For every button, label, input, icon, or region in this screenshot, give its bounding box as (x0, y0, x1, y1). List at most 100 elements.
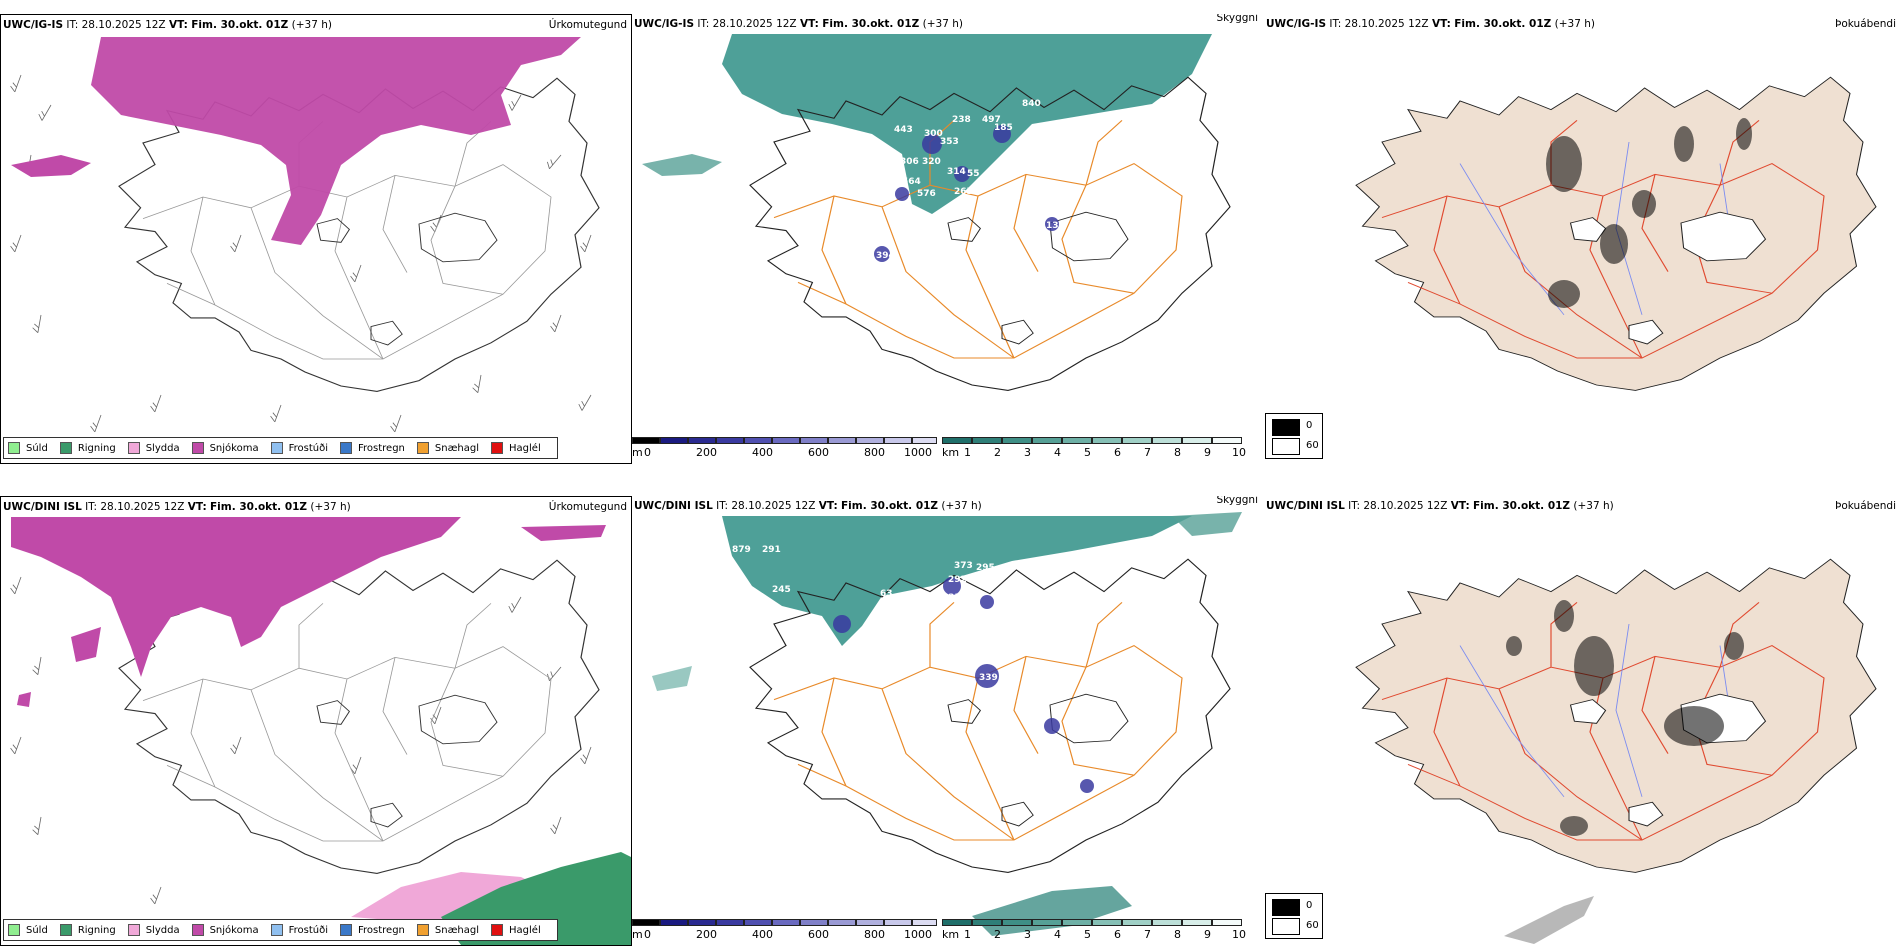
elev-tick: 1000 (904, 928, 932, 941)
legend-swatch (127, 442, 140, 454)
peak-label: 245 (772, 585, 791, 595)
precip-type-legend: Súld Rigning Slydda Snjókoma Frostúði Fr… (3, 919, 558, 941)
precip-type-panel-2: UWC/DINI ISL IT: 28.10.2025 12Z VT: Fim.… (0, 496, 632, 946)
legend-item: Snæhagl (416, 442, 479, 454)
vt-label: VT: (187, 501, 207, 513)
panel-header: UWC/DINI ISL IT: 28.10.2025 12Z VT: Fim.… (1266, 500, 1896, 514)
elevation-patches (833, 577, 1094, 793)
peak-label: 12 (928, 865, 941, 875)
snow-area (17, 692, 31, 707)
model-name: UWC/DINI ISL (634, 500, 713, 512)
fog-shading (1504, 896, 1594, 944)
fog-index-panel-2: UWC/DINI ISL IT: 28.10.2025 12Z VT: Fim.… (1264, 496, 1900, 944)
panel-header: UWC/IG-IS IT: 28.10.2025 12Z VT: Fim. 30… (634, 14, 1258, 32)
legend-item: Snjókoma (191, 442, 259, 454)
vt-label: VT: (1450, 500, 1470, 512)
elev-tick: 0 (644, 446, 651, 459)
model-name: UWC/IG-IS (3, 19, 64, 31)
vis-unit: km (942, 446, 960, 459)
it-label: IT: (66, 19, 79, 31)
peak-label: 63 (880, 589, 893, 599)
peak-label: 879 (732, 545, 751, 555)
fog-tick: 60 (1306, 440, 1319, 451)
elevation-colorbar: m 0 200 400 600 800 1000 (632, 919, 937, 941)
legend-swatch (191, 442, 204, 454)
panel-title: Þokuábendi (1835, 500, 1896, 512)
model-name: UWC/IG-IS (634, 18, 695, 30)
it-label: IT: (716, 500, 729, 512)
visibility-colorbar: km 1 2 3 4 5 6 7 8 9 10 (942, 437, 1262, 459)
panel-title: Skyggni (1216, 496, 1259, 506)
legend-item: Rigning (59, 924, 116, 936)
peak-label: 564 (902, 177, 921, 187)
it-label: IT: (1348, 500, 1361, 512)
init-time: 28.10.2025 12Z (100, 501, 185, 513)
precip-type-map (8, 517, 631, 945)
snow-area (11, 155, 91, 177)
visibility-peak-labels: 879 291 245 373 295 292 425 63 774 339 8… (732, 545, 1118, 875)
peak-label: 576 (917, 189, 936, 199)
peak-label: 8 (1016, 699, 1022, 709)
peak-label: 425 (942, 593, 961, 603)
fog-colorbar-2: 0 60 (1265, 893, 1323, 939)
low-visibility-area (642, 154, 722, 176)
vt-label: VT: (818, 500, 838, 512)
vt-label: VT: (799, 18, 819, 30)
fog-index-panel-1: UWC/IG-IS IT: 28.10.2025 12Z VT: Fim. 30… (1264, 14, 1900, 414)
visibility-panel-2: UWC/DINI ISL IT: 28.10.2025 12Z VT: Fim.… (632, 496, 1262, 944)
vis-tick: 9 (1204, 928, 1211, 941)
lead-time: (+37 h) (1554, 18, 1595, 30)
lead-time: (+37 h) (941, 500, 982, 512)
fog-tick: 0 (1306, 900, 1313, 911)
visibility-panel-1: UWC/IG-IS IT: 28.10.2025 12Z VT: Fim. 30… (632, 14, 1262, 462)
vis-tick: 2 (994, 446, 1001, 459)
visibility-peak-labels: 840 238 300 443 497 185 571 353 320 306 … (742, 99, 1106, 261)
panel-title: Þokuábendi (1835, 18, 1896, 30)
peak-label: 840 (1022, 99, 1041, 109)
legend-item: Frostúði (270, 924, 328, 936)
panel-header: UWC/IG-IS IT: 28.10.2025 12Z VT: Fim. 30… (1266, 18, 1896, 32)
fog-shading (1506, 600, 1744, 836)
peak-label: 55 (967, 169, 980, 179)
elevation-colorbar: m 0 200 400 600 800 1000 (632, 437, 937, 459)
legend-swatch (491, 442, 504, 454)
legend-swatch (59, 924, 72, 936)
visibility-map: 840 238 300 443 497 185 571 353 320 306 … (642, 34, 1231, 392)
vis-tick: 10 (1232, 446, 1246, 459)
elev-tick: 400 (752, 446, 773, 459)
it-label: IT: (697, 18, 710, 30)
model-name: UWC/DINI ISL (1266, 500, 1345, 512)
precip-type-panel-1: UWC/IG-IS IT: 28.10.2025 12Z VT: Fim. 30… (0, 14, 632, 464)
init-time: 28.10.2025 12Z (712, 18, 797, 30)
vis-tick: 4 (1054, 928, 1061, 941)
legend-swatch (127, 924, 140, 936)
vis-tick: 6 (1114, 928, 1121, 941)
elev-tick: 400 (752, 928, 773, 941)
legend-item: Snjókoma (191, 924, 259, 936)
precip-type-map (8, 37, 600, 433)
peak-label: 353 (940, 137, 959, 147)
fog-shading (1546, 118, 1752, 308)
vt-label: VT: (168, 19, 188, 31)
valid-time: Fim. 30.okt. 01Z (1473, 500, 1571, 512)
panel-title: Skyggni (1216, 14, 1259, 24)
model-name: UWC/IG-IS (1266, 18, 1327, 30)
elev-tick: 600 (808, 928, 829, 941)
lead-time: (+37 h) (1573, 500, 1614, 512)
vt-label: VT: (1431, 18, 1451, 30)
peak-label: 291 (762, 545, 781, 555)
elev-tick: 600 (808, 446, 829, 459)
model-name: UWC/DINI ISL (3, 501, 82, 513)
low-visibility-area (1172, 512, 1242, 536)
legend-swatch (270, 924, 283, 936)
snow-area (11, 517, 461, 677)
vis-tick: 3 (1024, 446, 1031, 459)
legend-item: Haglél (491, 442, 541, 454)
valid-time: Fim. 30.okt. 01Z (822, 18, 920, 30)
legend-swatch (59, 442, 72, 454)
elev-tick: 0 (644, 928, 651, 941)
snow-area (521, 525, 606, 541)
legend-item: Súld (8, 924, 48, 936)
valid-time: Fim. 30.okt. 01Z (210, 501, 308, 513)
peak-label: 443 (894, 125, 913, 135)
